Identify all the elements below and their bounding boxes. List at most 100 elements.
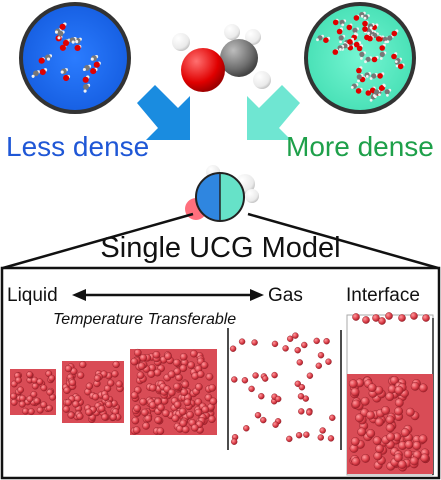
- bead: [179, 419, 188, 428]
- bead: [404, 440, 414, 449]
- bead: [167, 388, 176, 397]
- bead: [258, 393, 265, 400]
- double-headed-arrow-icon: [72, 289, 264, 301]
- bead: [298, 384, 306, 391]
- bead: [390, 375, 399, 385]
- bead: [248, 385, 255, 393]
- bead: [40, 401, 48, 409]
- bead: [195, 383, 203, 391]
- interface-label: Interface: [346, 285, 420, 306]
- bead: [317, 352, 325, 359]
- bead: [107, 379, 115, 387]
- bead: [325, 358, 332, 365]
- methanol-small-icon: [57, 22, 67, 40]
- methanol-small-icon: [90, 55, 101, 68]
- bead: [295, 432, 303, 439]
- bead: [180, 388, 189, 397]
- bead: [63, 386, 71, 394]
- bead: [164, 352, 172, 361]
- bead: [350, 437, 360, 446]
- methanol-small-icon: [336, 27, 346, 44]
- bead: [361, 453, 370, 463]
- bead: [179, 352, 188, 361]
- methanol-small-icon: [62, 37, 77, 46]
- methanol-small-icon: [362, 23, 375, 32]
- bead: [394, 398, 404, 408]
- bead: [296, 359, 303, 366]
- bead: [10, 392, 18, 400]
- bead: [306, 372, 314, 379]
- methanol-small-icon: [364, 55, 379, 64]
- bead: [68, 379, 77, 387]
- model-frame: [0, 212, 441, 480]
- bead: [149, 383, 157, 392]
- bead: [303, 431, 310, 438]
- ucg-model-icon: [185, 165, 259, 222]
- bead: [393, 453, 403, 463]
- bead: [394, 385, 404, 395]
- bead: [297, 393, 305, 400]
- bead: [366, 429, 376, 438]
- bead: [172, 358, 181, 367]
- bead: [251, 339, 258, 346]
- bead: [115, 380, 123, 388]
- bead: [36, 378, 44, 386]
- bead: [229, 345, 237, 352]
- bead: [260, 416, 267, 424]
- bead: [287, 335, 294, 342]
- bead: [133, 348, 142, 357]
- methanol-small-icon: [367, 29, 374, 42]
- methanol-small-icon: [82, 75, 91, 93]
- temperature-transferable-label: Temperature Transferable: [53, 311, 237, 328]
- gas-box: [227, 328, 342, 450]
- bead: [171, 414, 180, 423]
- arrow-down-left-icon: [247, 85, 300, 140]
- bead: [85, 408, 93, 416]
- bead: [410, 381, 420, 391]
- bead: [418, 434, 428, 444]
- interface-box: [346, 312, 434, 476]
- bead: [374, 417, 384, 427]
- bead: [154, 416, 162, 424]
- bead: [152, 350, 161, 359]
- bead: [18, 400, 26, 408]
- bead: [22, 407, 29, 415]
- bead: [394, 406, 403, 416]
- bead: [64, 398, 72, 407]
- less-dense-circle: [19, 2, 131, 114]
- bead: [385, 423, 395, 433]
- less-dense-molecules: [31, 22, 101, 93]
- bead: [26, 371, 34, 378]
- bead: [385, 415, 395, 425]
- bead: [405, 407, 415, 417]
- more-dense-molecules: [316, 11, 405, 102]
- bead: [130, 391, 139, 400]
- bead: [93, 374, 102, 382]
- bead: [167, 370, 176, 379]
- bead: [271, 340, 279, 348]
- bead: [254, 412, 262, 419]
- bead: [183, 398, 192, 407]
- bead: [385, 312, 393, 320]
- methanol-small-icon: [386, 29, 399, 44]
- bead: [386, 432, 396, 442]
- bead: [409, 456, 419, 466]
- bead: [46, 404, 53, 412]
- bead: [162, 409, 170, 418]
- bead: [136, 371, 145, 380]
- methanol-molecule-icon: [172, 24, 271, 92]
- bead: [294, 380, 301, 387]
- bead: [208, 384, 216, 392]
- bead: [398, 314, 406, 322]
- bead: [357, 427, 367, 437]
- bead: [200, 361, 209, 370]
- bead: [355, 413, 364, 423]
- methanol-small-icon: [356, 66, 364, 83]
- bead: [67, 411, 75, 419]
- bead: [205, 372, 214, 381]
- liquid-box-small: [10, 369, 56, 415]
- bead: [243, 425, 250, 432]
- bead: [420, 453, 429, 463]
- bead: [79, 361, 87, 369]
